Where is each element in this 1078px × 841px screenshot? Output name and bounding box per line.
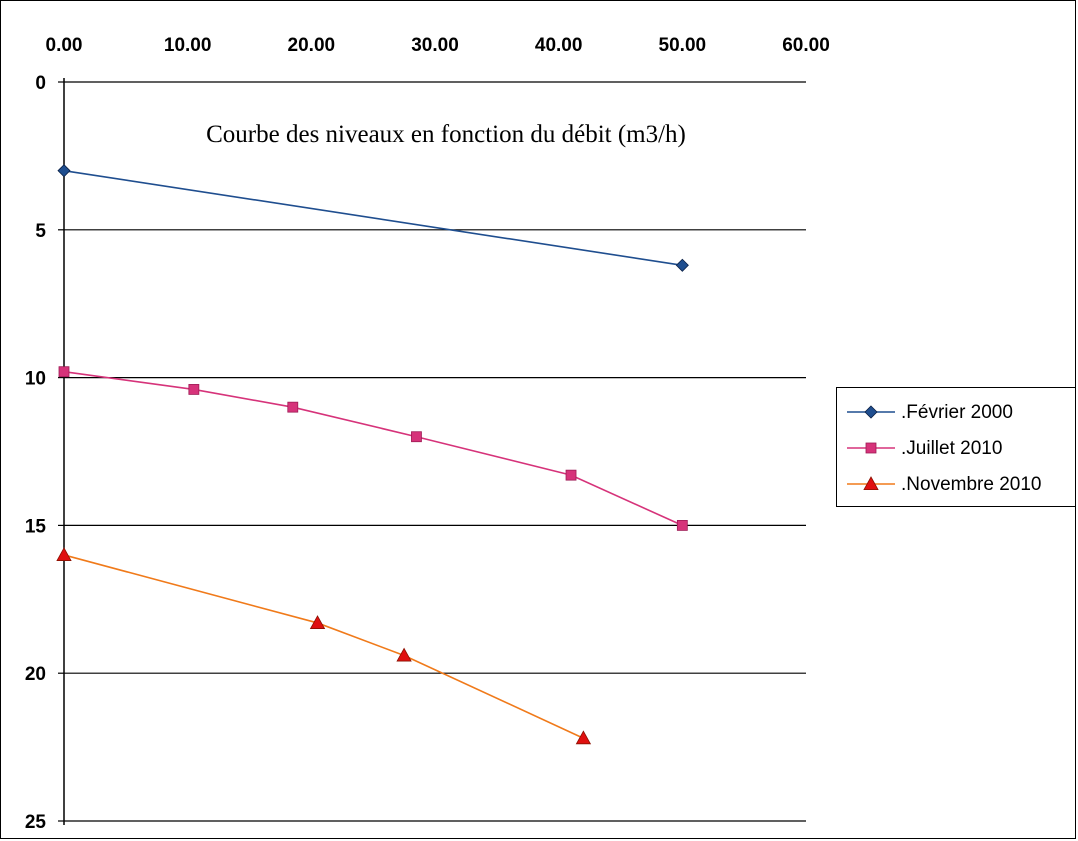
x-tick-label: 40.00	[535, 35, 583, 56]
y-tick-label: 10	[25, 369, 46, 390]
x-tick-label: 60.00	[782, 35, 830, 56]
legend-item: .Juillet 2010	[837, 436, 1077, 460]
y-tick-labels: 0 5 10 15 20 25	[25, 73, 47, 833]
data-point	[188, 384, 200, 395]
series-line-1	[63, 370, 683, 527]
x-tick-label: 30.00	[411, 35, 459, 56]
data-point	[565, 469, 577, 481]
series-1	[58, 366, 688, 531]
legend-swatch-marker	[863, 476, 879, 491]
legend-item: .Février 2000	[837, 400, 1077, 424]
x-tick-label: 50.00	[659, 35, 707, 56]
y-tick-label: 15	[25, 516, 47, 537]
data-point	[575, 730, 592, 745]
legend-item: .Novembre 2010	[837, 472, 1077, 496]
data-point	[57, 164, 71, 178]
legend-swatch	[847, 476, 895, 491]
data-point	[56, 547, 72, 561]
axes	[58, 78, 65, 825]
legend-label: .Novembre 2010	[901, 474, 1042, 495]
data-point	[58, 366, 70, 378]
data-point	[309, 615, 326, 629]
data-point	[396, 647, 412, 662]
legend-swatch-marker	[865, 442, 877, 454]
y-tick-label: 0	[35, 73, 46, 94]
x-tick-label: 20.00	[288, 35, 336, 56]
x-tick-labels: 0.00 10.00 20.00 30.00 40.00 50.00 60.00	[46, 35, 830, 56]
legend-swatch	[847, 442, 895, 454]
data-point	[676, 520, 688, 531]
legend-label: .Juillet 2010	[901, 438, 1003, 459]
data-point	[287, 401, 299, 413]
x-tick-label: 10.00	[164, 35, 212, 56]
series-line-2	[63, 554, 584, 739]
legend-swatch	[847, 405, 895, 419]
series-2	[56, 547, 592, 745]
legend-label: .Février 2000	[901, 402, 1013, 423]
x-tick-label: 0.00	[46, 35, 83, 56]
legend: .Février 2000 .Juillet 2010 .Novembre 2010	[836, 387, 1076, 507]
data-point	[411, 431, 422, 443]
series-layer	[56, 164, 689, 745]
y-tick-label: 25	[25, 812, 47, 833]
series-0	[57, 164, 689, 272]
y-tick-label: 5	[35, 221, 46, 242]
data-point	[675, 258, 689, 272]
series-line-0	[63, 169, 683, 267]
chart-title: Courbe des niveaux en fonction du débit …	[206, 121, 686, 148]
legend-swatch-marker	[864, 405, 878, 419]
gridlines	[64, 81, 806, 822]
y-tick-label: 20	[25, 664, 46, 685]
